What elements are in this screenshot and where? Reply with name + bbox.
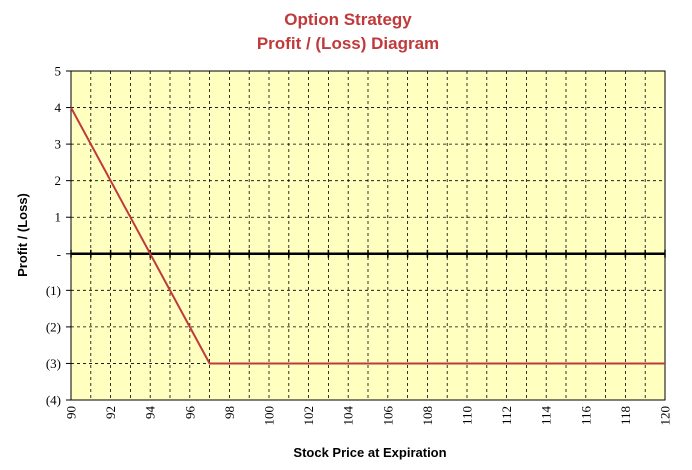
x-tick-label: 96 bbox=[182, 406, 197, 420]
y-tick-label: 1 bbox=[55, 210, 62, 225]
x-tick-label: 92 bbox=[103, 406, 118, 419]
x-tick-label: 98 bbox=[222, 406, 237, 419]
chart-title: Option Strategy bbox=[284, 10, 412, 29]
x-tick-label: 116 bbox=[578, 406, 593, 426]
y-tick-label: (4) bbox=[46, 393, 61, 408]
y-tick-label: (2) bbox=[46, 319, 61, 334]
x-tick-label: 104 bbox=[341, 406, 356, 426]
x-tick-label: 108 bbox=[420, 406, 435, 426]
y-tick-label: 2 bbox=[55, 173, 62, 188]
chart-subtitle: Profit / (Loss) Diagram bbox=[257, 34, 439, 53]
x-tick-label: 90 bbox=[64, 406, 79, 419]
x-tick-label: 100 bbox=[262, 406, 277, 426]
y-tick-label: 5 bbox=[55, 64, 62, 79]
tick-labels: 5 4 3 2 1 - (1) (2) (3) (4)90 92 94 96 98 100 102 104 106… bbox=[46, 64, 673, 426]
x-tick-label: 110 bbox=[460, 406, 475, 425]
y-tick-label: (3) bbox=[46, 356, 61, 371]
series-line bbox=[70, 107, 665, 365]
y-tick-label: 3 bbox=[55, 137, 62, 152]
x-tick-label: 106 bbox=[380, 406, 395, 426]
x-tick-label: 118 bbox=[618, 406, 633, 425]
x-tick-label: 112 bbox=[499, 406, 514, 425]
series-layer bbox=[70, 107, 665, 365]
x-tick-label: 114 bbox=[539, 406, 554, 426]
x-tick-label: 102 bbox=[301, 406, 316, 426]
x-tick-label: 94 bbox=[143, 406, 158, 420]
y-tick-label: (1) bbox=[46, 283, 61, 298]
x-tick-label: 120 bbox=[658, 406, 673, 426]
zero-axis bbox=[70, 249, 666, 258]
x-axis-title: Stock Price at Expiration bbox=[293, 445, 446, 460]
plot-border bbox=[70, 70, 666, 401]
y-tick-label: 4 bbox=[55, 100, 62, 115]
y-tick-label: - bbox=[57, 246, 61, 261]
y-axis-title: Profit / (Loss) bbox=[15, 193, 30, 277]
